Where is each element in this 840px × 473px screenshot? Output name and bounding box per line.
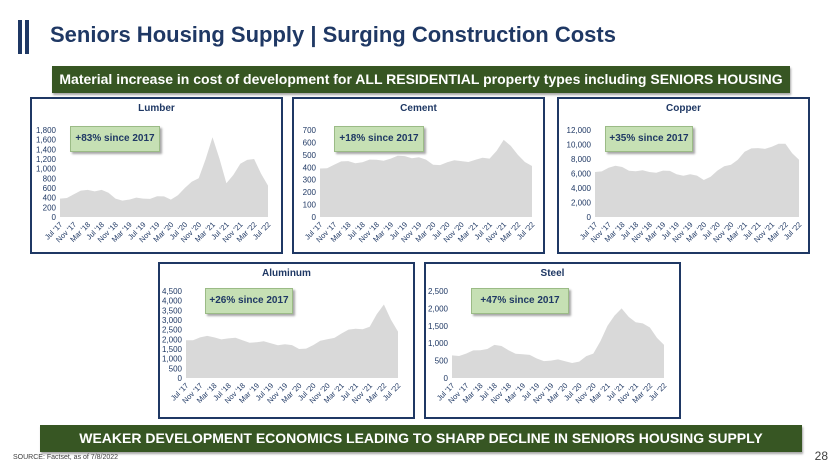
top-banner: Material increase in cost of development… (52, 66, 790, 93)
change-badge: +26% since 2017 (205, 288, 293, 314)
y-tick-label: 0 (444, 374, 449, 383)
page-title: Seniors Housing Supply | Surging Constru… (50, 22, 616, 47)
aluminum-chart: 05001,0001,5002,0002,5003,0003,5004,0004… (162, 287, 402, 405)
y-tick-label: 200 (43, 203, 57, 212)
y-tick-label: 4,500 (162, 287, 183, 296)
y-tick-label: 600 (303, 138, 317, 147)
y-tick-label: 1,000 (428, 339, 449, 348)
chart-title: Cement (400, 103, 437, 114)
y-tick-label: 0 (178, 374, 183, 383)
title-accent-bars (18, 20, 30, 54)
y-tick-label: 0 (52, 213, 57, 222)
lumber-chart-panel: Lumber 0 200 400 600 800 1,000 1,200 1,400 1,600… (30, 97, 283, 254)
y-tick-label: 12,000 (567, 126, 592, 135)
steel-chart-panel: Steel 0 500 1,000 1,500 2,000 2,500 Jul '17 Nov… (424, 262, 681, 419)
change-badge: +18% since 2017 (334, 126, 424, 152)
y-tick-label: 700 (303, 126, 317, 135)
change-badge: +35% since 2017 (605, 126, 693, 152)
y-tick-label: 1,200 (36, 155, 57, 164)
y-tick-label: 1,600 (36, 136, 57, 145)
y-tick-label: 500 (303, 151, 317, 160)
y-tick-label: 600 (43, 184, 57, 193)
y-tick-label: 1,500 (162, 345, 183, 354)
y-tick-label: 800 (43, 174, 57, 183)
chart-title: Steel (540, 268, 565, 279)
y-tick-label: 1,000 (162, 355, 183, 364)
y-tick-label: 3,000 (162, 316, 183, 325)
y-tick-label: 1,400 (36, 145, 57, 154)
area-series (595, 143, 799, 217)
cement-chart-panel: Cement 0 100 200 300 400 500 600 700 Jul '17 Nov … (292, 97, 545, 254)
y-tick-label: 500 (435, 357, 449, 366)
chart-title: Copper (666, 103, 701, 114)
y-tick-label: 500 (169, 364, 183, 373)
y-tick-label: 6,000 (571, 170, 592, 179)
area-series (320, 139, 532, 217)
y-tick-label: 1,500 (428, 322, 449, 331)
y-tick-label: 0 (587, 213, 592, 222)
y-tick-label: 2,500 (162, 326, 183, 335)
area-series (186, 304, 398, 378)
y-tick-label: 2,000 (571, 199, 592, 208)
chart-title: Aluminum (262, 268, 311, 279)
y-tick-label: 2,500 (428, 287, 449, 296)
y-tick-label: 8,000 (571, 155, 592, 164)
y-tick-label: 2,000 (428, 304, 449, 313)
aluminum-chart-panel: Aluminum 0 500 1,000 1,500 2,000 2,500 3,000 3,… (158, 262, 415, 419)
y-tick-label: 4,000 (571, 184, 592, 193)
copper-chart-panel: Copper 0 2,000 4,000 6,000 8,000 10,000 12,000… (557, 97, 810, 254)
y-tick-label: 0 (312, 213, 317, 222)
y-tick-label: 100 (303, 201, 317, 210)
y-tick-label: 1,000 (36, 165, 57, 174)
y-tick-label: 10,000 (567, 141, 592, 150)
y-tick-label: 4,000 (162, 297, 183, 306)
y-tick-label: 2,000 (162, 335, 183, 344)
y-tick-label: 300 (303, 176, 317, 185)
change-badge: +83% since 2017 (70, 126, 160, 152)
change-badge: +47% since 2017 (471, 288, 569, 314)
y-tick-label: 1,800 (36, 126, 57, 135)
source-note: SOURCE: Factset, as of 7/8/2022 (13, 454, 119, 461)
area-series (452, 308, 664, 378)
y-tick-label: 200 (303, 188, 317, 197)
area-series (60, 137, 268, 217)
page-number: 28 (814, 449, 828, 463)
lumber-chart: 02004006008001,0001,2001,4001,6001,800Ju… (36, 126, 272, 244)
bottom-banner: WEAKER DEVELOPMENT ECONOMICS LEADING TO … (40, 425, 802, 452)
chart-title: Lumber (138, 103, 175, 114)
y-tick-label: 3,500 (162, 306, 183, 315)
y-tick-label: 400 (303, 163, 317, 172)
y-tick-label: 400 (43, 194, 57, 203)
